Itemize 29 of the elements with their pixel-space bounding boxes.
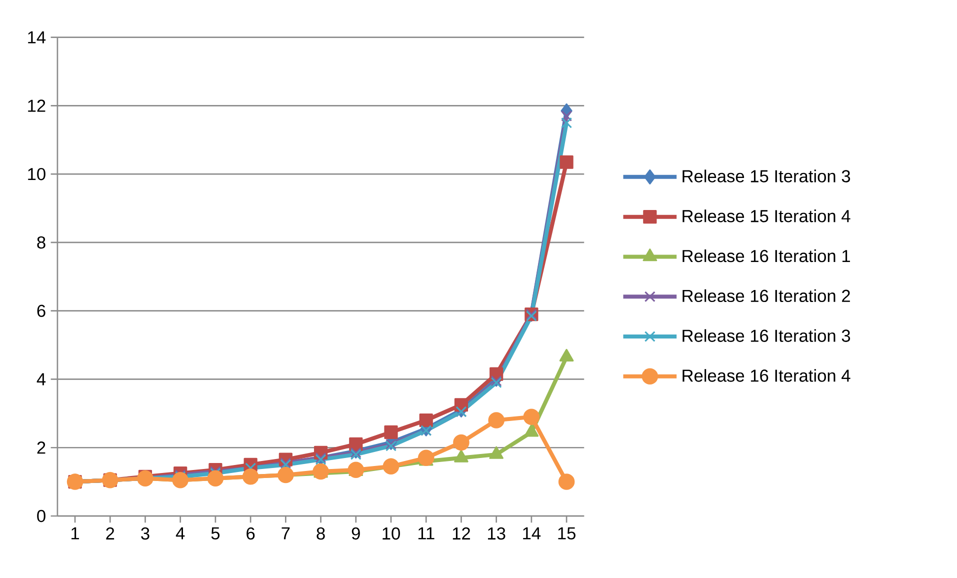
x-tick-label: 6 [246, 527, 255, 540]
x-tick-label: 10 [382, 527, 400, 540]
y-tick-label: 6 [37, 304, 46, 317]
x-tick-label: 15 [558, 527, 576, 540]
x-tick-label: 11 [418, 527, 434, 540]
x-tick-label: 14 [523, 527, 541, 540]
y-tick-label: 10 [28, 168, 46, 180]
legend-label: Release 15 Iteration 4 [682, 210, 850, 222]
x-tick-label: 1 [72, 527, 79, 540]
x-tick-label: 4 [176, 527, 185, 540]
legend-label: Release 16 Iteration 1 [682, 249, 850, 262]
x-tick-label: 7 [282, 527, 290, 540]
y-tick-label: 2 [37, 442, 46, 454]
x-tick-label: 8 [316, 527, 325, 540]
x-tick-label: 9 [352, 527, 360, 540]
x-tick-label: 13 [488, 527, 506, 540]
legend-label: Release 15 Iteration 3 [682, 170, 850, 182]
y-tick-label: 14 [28, 31, 46, 44]
legend-label: Release 16 Iteration 4 [682, 369, 850, 382]
x-tick-label: 5 [211, 527, 220, 540]
legend-label: Release 16 Iteration 2 [682, 289, 850, 302]
legend-label: Release 16 Iteration 3 [682, 329, 850, 342]
x-tick-label: 3 [141, 527, 150, 540]
x-tick-label: 2 [106, 527, 114, 540]
x-tick-label: 12 [452, 527, 470, 540]
y-tick-label: 0 [37, 510, 46, 522]
y-tick-label: 12 [28, 100, 46, 112]
y-tick-label: 4 [36, 373, 46, 386]
y-tick-label: 8 [37, 236, 46, 249]
